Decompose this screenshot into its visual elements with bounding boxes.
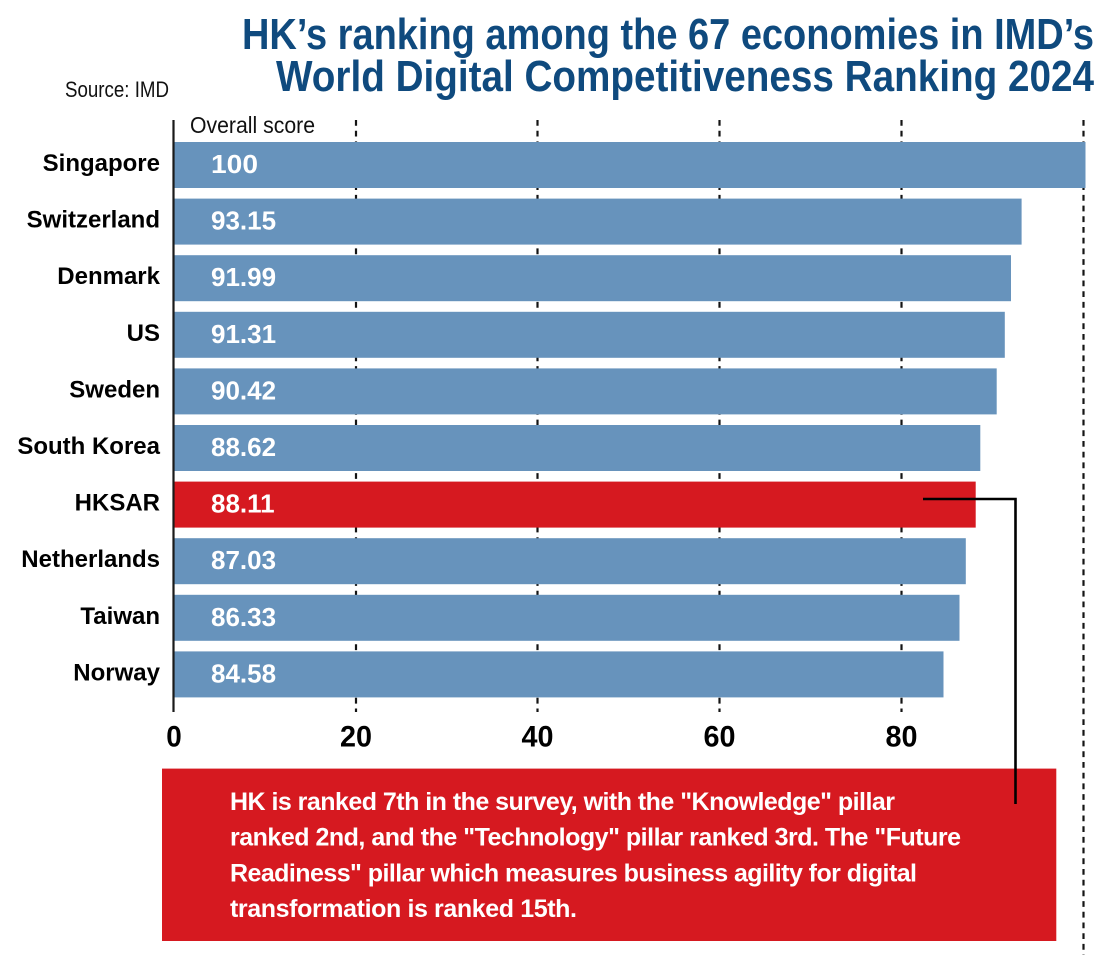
svg-text:40: 40: [522, 720, 554, 753]
svg-text:HK’s ranking among the 67 econ: HK’s ranking among the 67 economies in I…: [242, 10, 1094, 59]
svg-text:Taiwan: Taiwan: [80, 603, 160, 630]
svg-text:Switzerland: Switzerland: [27, 207, 160, 234]
svg-text:87.03: 87.03: [211, 545, 276, 575]
svg-text:transformation is ranked 15th.: transformation is ranked 15th.: [230, 895, 577, 923]
svg-text:84.58: 84.58: [211, 658, 276, 688]
svg-text:91.31: 91.31: [211, 319, 276, 349]
svg-text:88.11: 88.11: [211, 489, 275, 519]
svg-text:Source: IMD: Source: IMD: [65, 77, 169, 102]
svg-text:HK is ranked 7th in the survey: HK is ranked 7th in the survey, with the…: [230, 788, 895, 816]
svg-text:100: 100: [211, 149, 258, 179]
svg-text:86.33: 86.33: [211, 602, 276, 632]
svg-text:Sweden: Sweden: [69, 376, 160, 403]
svg-text:Readiness" pillar which measur: Readiness" pillar which measures busines…: [230, 859, 917, 887]
svg-text:HKSAR: HKSAR: [75, 490, 160, 517]
svg-text:Norway: Norway: [73, 659, 160, 686]
svg-text:Singapore: Singapore: [43, 150, 160, 177]
svg-text:88.62: 88.62: [211, 432, 276, 462]
svg-text:60: 60: [704, 720, 736, 753]
svg-text:80: 80: [886, 720, 918, 753]
svg-text:Overall score: Overall score: [190, 112, 315, 138]
svg-text:US: US: [127, 320, 160, 347]
svg-text:91.99: 91.99: [211, 262, 276, 292]
svg-text:Denmark: Denmark: [57, 263, 160, 290]
svg-text:0: 0: [166, 720, 182, 753]
svg-text:World Digital Competitiveness: World Digital Competitiveness Ranking 20…: [276, 52, 1094, 101]
svg-text:93.15: 93.15: [211, 206, 276, 236]
svg-text:90.42: 90.42: [211, 375, 276, 405]
svg-text:South Korea: South Korea: [17, 433, 160, 460]
svg-text:Netherlands: Netherlands: [21, 546, 160, 573]
svg-text:ranked 2nd, and the "Technolog: ranked 2nd, and the "Technology" pillar …: [230, 824, 961, 852]
svg-text:20: 20: [340, 720, 372, 753]
